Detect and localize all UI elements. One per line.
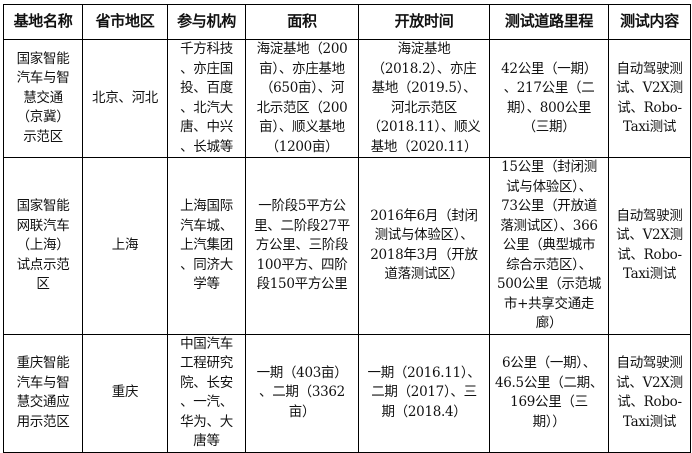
table-row: 重庆智能 汽车与智 慧交通应 用示范区 重庆 中国汽车 工程研究 院、长安 、一…	[3, 333, 691, 453]
cell-open-time: 海淀基地 （2018.2）、亦庄 基地（2019.5）、 河北示范区 （2018…	[358, 39, 490, 158]
table-row: 国家智能 汽车与智 慧交通 （京冀） 示范区 北京、河北 千方科技 、亦庄国 投…	[3, 39, 691, 158]
table-row: 国家智能 网联汽车 （上海） 试点示范 区 上海 上海国际 汽车城、 上汽集团 …	[3, 157, 691, 335]
cell-orgs: 上海国际 汽车城、 上汽集团 、同济大 学等	[167, 157, 246, 335]
header-region: 省市地区	[82, 4, 168, 40]
header-area: 面积	[245, 4, 359, 40]
cell-open-time: 2016年6月（封闭 测试与体验区）、 2018年3月（开放 道落测试区）	[358, 157, 490, 335]
cell-area: 一期（403亩） 、二期（3362 亩）	[245, 333, 359, 453]
cell-orgs: 千方科技 、亦庄国 投、百度 、北汽大 唐、中兴 、长城等	[167, 39, 246, 158]
cell-name: 重庆智能 汽车与智 慧交通应 用示范区	[3, 333, 83, 453]
cell-region: 上海	[82, 157, 168, 335]
cell-area: 一阶段5平方公 里、二阶段27平 方公里、三阶段 100平方、四阶 段150平方…	[245, 157, 359, 335]
cell-road: 15公里（封闭测 试与体验区）、 73公里（开放道 落测试区）、366 公里（典…	[489, 157, 609, 335]
cell-road: 42公里（一期） 、217公里（二 期）、800公里 （三期）	[489, 39, 609, 158]
cell-name: 国家智能 汽车与智 慧交通 （京冀） 示范区	[3, 39, 83, 158]
header-test-content: 测试内容	[608, 4, 691, 40]
cell-region: 重庆	[82, 333, 168, 453]
cell-name: 国家智能 网联汽车 （上海） 试点示范 区	[3, 157, 83, 335]
cell-road: 6公里（一期）、 46.5公里（二期、 169公里（三 期））	[489, 333, 609, 453]
cell-region: 北京、河北	[82, 39, 168, 158]
pilot-zone-table: 基地名称 省市地区 参与机构 面积 开放时间 测试道路里程 测试内容 国家智能 …	[3, 4, 691, 453]
header-road-length: 测试道路里程	[489, 4, 609, 40]
header-row: 基地名称 省市地区 参与机构 面积 开放时间 测试道路里程 测试内容	[3, 4, 691, 40]
cell-content: 自动驾驶测 试、V2X测 试、Robo- Taxi测试	[608, 157, 691, 335]
cell-orgs: 中国汽车 工程研究 院、长安 、一汽、 华为、大 唐等	[167, 333, 246, 453]
header-base-name: 基地名称	[3, 4, 83, 40]
header-open-time: 开放时间	[358, 4, 490, 40]
cell-open-time: 一期（2016.11）、 二期（2017）、三 期（2018.4）	[358, 333, 490, 453]
cell-content: 自动驾驶测 试、V2X测 试、Robo- Taxi测试	[608, 333, 691, 453]
cell-content: 自动驾驶测 试、V2X测 试、Robo- Taxi测试	[608, 39, 691, 158]
header-orgs: 参与机构	[167, 4, 246, 40]
cell-area: 海淀基地（200 亩）、亦庄基地 （650亩）、河 北示范区（200 亩）、顺义…	[245, 39, 359, 158]
